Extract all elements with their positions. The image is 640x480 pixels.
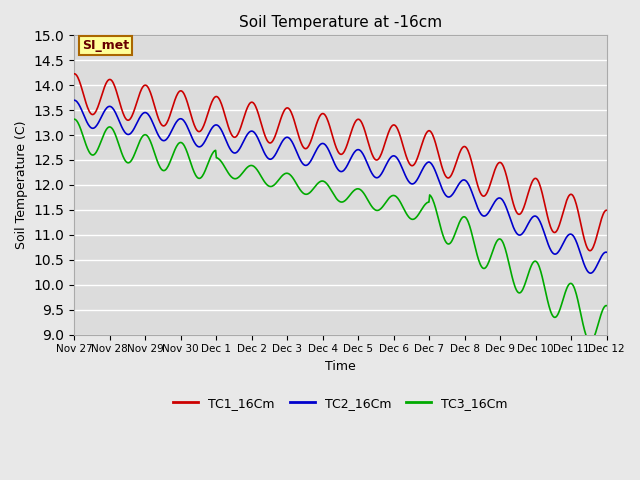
Text: SI_met: SI_met: [82, 39, 129, 52]
Legend: TC1_16Cm, TC2_16Cm, TC3_16Cm: TC1_16Cm, TC2_16Cm, TC3_16Cm: [168, 392, 513, 415]
Title: Soil Temperature at -16cm: Soil Temperature at -16cm: [239, 15, 442, 30]
Y-axis label: Soil Temperature (C): Soil Temperature (C): [15, 120, 28, 249]
X-axis label: Time: Time: [325, 360, 356, 373]
